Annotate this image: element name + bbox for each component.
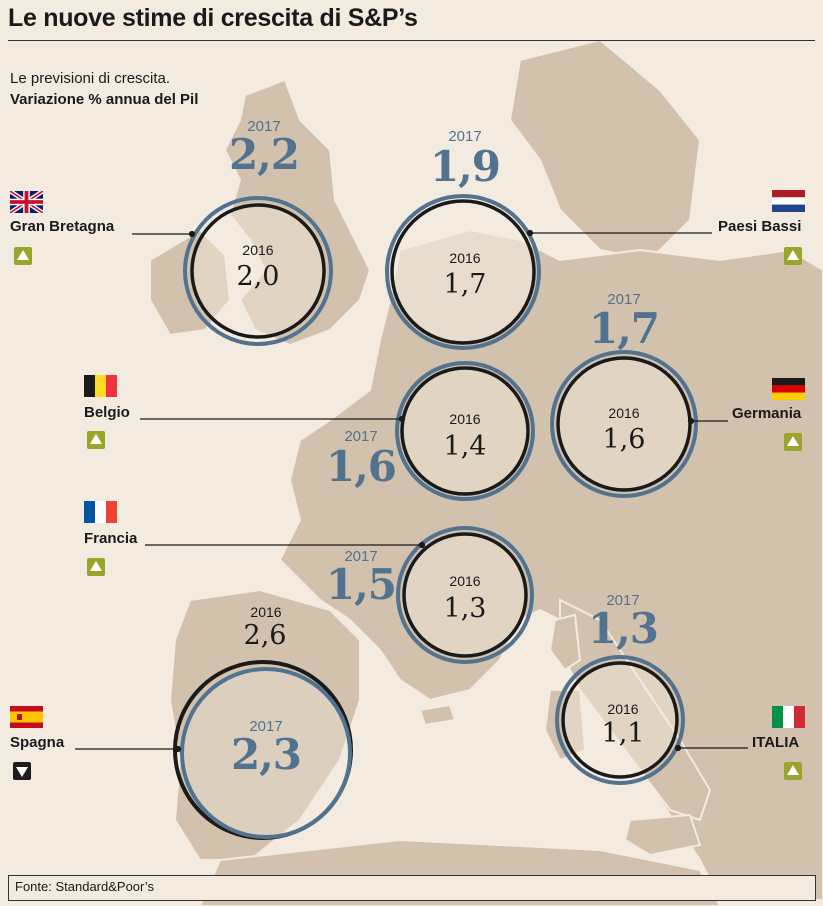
trend-up-icon <box>784 762 802 780</box>
year-2016-de: 2016 <box>608 405 640 421</box>
spain-flag-icon <box>10 706 43 728</box>
year-2017-it: 2017 <box>606 592 640 609</box>
value-2016-be: 1,4 <box>443 431 487 462</box>
belgium-flag-icon <box>84 375 117 397</box>
year-2017-fr: 2017 <box>344 548 378 565</box>
year-2017-de: 2017 <box>607 291 641 308</box>
uk-flag-icon <box>10 191 43 213</box>
year-2017-es: 2017 <box>249 718 283 735</box>
source-footer: Fonte: Standard&Poor’s <box>8 875 816 901</box>
label-spagna: Spagna <box>10 734 65 751</box>
circle-francia <box>396 526 534 664</box>
year-2016-gb: 2016 <box>242 242 274 258</box>
subtitle: Le previsioni di crescita. Variazione % … <box>10 68 198 110</box>
label-paesi-bassi: Paesi Bassi <box>718 218 802 235</box>
value-2017-fr: 1,5 <box>325 560 397 609</box>
trend-up-icon <box>784 247 802 265</box>
circle-paesi-bassi <box>385 194 541 350</box>
france-flag-icon <box>84 501 117 523</box>
trend-up-icon <box>87 431 105 449</box>
circle-gran-bretagna <box>183 196 333 346</box>
source-text: Fonte: Standard&Poor’s <box>15 879 154 894</box>
value-2017-gb: 2,2 <box>228 130 300 179</box>
label-gran-bretagna: Gran Bretagna <box>10 218 115 235</box>
value-2016-es: 2,6 <box>243 620 287 651</box>
year-2016-nl: 2016 <box>449 250 481 266</box>
subtitle-line-2: Variazione % annua del Pil <box>10 91 199 108</box>
trend-down-icon <box>13 762 31 780</box>
value-2016-gb: 2,0 <box>236 261 280 292</box>
circle-germania <box>550 350 698 498</box>
circles <box>173 194 698 840</box>
trend-up-icon <box>14 247 32 265</box>
italy-flag-icon <box>772 706 805 728</box>
year-2016-fr: 2016 <box>449 573 481 589</box>
value-2016-fr: 1,3 <box>443 593 487 624</box>
label-germania: Germania <box>732 405 802 422</box>
label-belgio: Belgio <box>84 404 130 421</box>
netherlands-flag-icon <box>772 190 805 212</box>
trend-up-icon <box>784 433 802 451</box>
year-2017-nl: 2017 <box>448 128 482 145</box>
value-2017-nl: 1,9 <box>429 142 501 191</box>
value-2017-es: 2,3 <box>230 730 302 779</box>
page-title: Le nuove stime di crescita di S&P’s <box>8 4 418 32</box>
value-2017-be: 1,6 <box>325 442 397 491</box>
year-2016-it: 2016 <box>607 701 639 717</box>
year-2017-gb: 2017 <box>247 118 281 135</box>
trend-up-icon <box>87 558 105 576</box>
circle-belgio <box>395 361 535 501</box>
value-2016-de: 1,6 <box>602 424 646 455</box>
value-2016-it: 1,1 <box>601 718 645 749</box>
year-2017-be: 2017 <box>344 428 378 445</box>
year-2016-be: 2016 <box>449 411 481 427</box>
subtitle-line-1: Le previsioni di crescita. <box>10 70 171 87</box>
value-2016-nl: 1,7 <box>443 269 487 300</box>
germany-flag-icon <box>772 378 805 400</box>
label-francia: Francia <box>84 530 138 547</box>
value-2017-de: 1,7 <box>588 304 660 353</box>
value-2017-it: 1,3 <box>587 604 659 653</box>
circle-italia <box>555 655 685 785</box>
label-italia: ITALIA <box>752 734 800 751</box>
circle-spagna <box>173 660 353 840</box>
title-divider <box>8 40 815 41</box>
year-2016-es: 2016 <box>250 604 282 620</box>
